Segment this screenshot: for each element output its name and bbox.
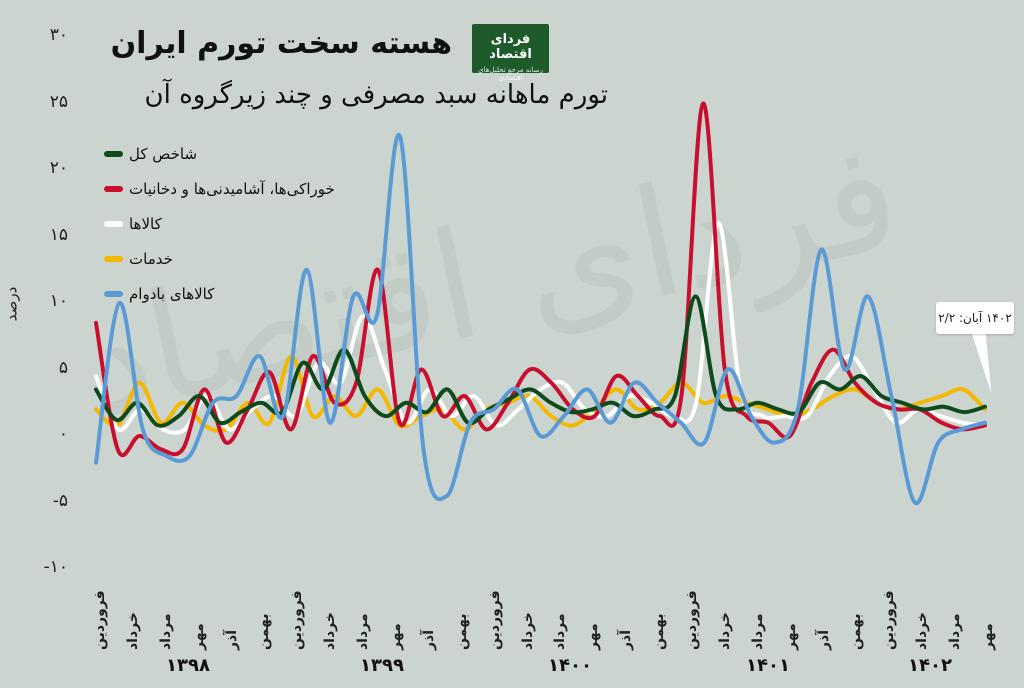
x-tick-label: خرداد — [519, 612, 536, 650]
x-tick-label: مهر — [782, 623, 799, 650]
legend-item: کالاها — [104, 206, 335, 241]
chart-title: هسته سخت تورم ایران — [110, 26, 452, 61]
legend-item: شاخص کل — [104, 136, 335, 171]
y-tick-label: ۵ — [58, 357, 68, 378]
series-line-4 — [94, 132, 987, 506]
y-tick-label: ۱۵ — [49, 224, 68, 245]
x-tick-label: آذر — [618, 629, 635, 650]
x-tick-label: خرداد — [322, 612, 339, 650]
x-tick-label: خرداد — [914, 612, 931, 650]
x-tick-label: مهر — [980, 623, 996, 650]
y-tick-label: -۱۰ — [43, 557, 68, 577]
legend-swatch — [104, 220, 123, 227]
x-tick-label: مهر — [190, 623, 207, 650]
legend-label: خدمات — [129, 249, 173, 268]
x-tick-label: مرداد — [157, 613, 174, 650]
legend-swatch — [104, 255, 123, 262]
x-tick-label: بهمن — [848, 613, 865, 650]
year-label: ۱۴۰۰ — [548, 655, 592, 676]
callout-label: ۱۴۰۲ آبان: ۲/۲ — [936, 302, 1014, 334]
x-tick-label: مرداد — [355, 613, 372, 650]
x-tick-label: مرداد — [749, 613, 766, 650]
year-label: ۱۳۹۹ — [360, 655, 404, 676]
x-tick-label: بهمن — [256, 613, 273, 650]
x-tick-label: فروردین — [486, 590, 503, 650]
y-tick-label: ۳۰ — [49, 25, 68, 45]
x-tick-label: بهمن — [651, 613, 668, 650]
y-tick-label: ۲۵ — [49, 91, 68, 112]
brand-logo: فردای اقتصاد رسانه مرجع تحلیل‌های اقتصاد… — [472, 24, 549, 82]
legend-label: شاخص کل — [129, 144, 198, 163]
legend-label: کالاهای بادوام — [129, 284, 215, 303]
year-label: ۱۴۰۱ — [746, 655, 790, 676]
legend-item: کالاهای بادوام — [104, 276, 335, 311]
x-tick-label: مرداد — [947, 613, 964, 650]
legend-label: خوراکی‌ها، آشامیدنی‌ها و دخانیات — [129, 179, 335, 198]
y-axis-title: درصد — [2, 286, 21, 322]
year-label: ۱۳۹۸ — [166, 655, 210, 676]
x-tick-label: آذر — [815, 629, 832, 650]
x-tick-label: فروردین — [881, 590, 898, 650]
x-tick-label: فروردین — [289, 590, 306, 650]
legend-swatch — [104, 150, 123, 157]
x-tick-label: مهر — [388, 623, 404, 650]
x-tick-label: مرداد — [552, 613, 569, 650]
series-line-3 — [94, 354, 987, 433]
legend: شاخص کل خوراکی‌ها، آشامیدنی‌ها و دخانیات ک… — [104, 136, 335, 311]
x-tick-label: بهمن — [453, 613, 470, 650]
x-tick-label: فروردین — [684, 590, 700, 650]
y-tick-label: -۵ — [52, 490, 68, 511]
legend-swatch — [104, 185, 123, 192]
x-tick-label: آذر — [223, 629, 240, 650]
x-tick-label: خرداد — [716, 612, 733, 650]
legend-item: خوراکی‌ها، آشامیدنی‌ها و دخانیات — [104, 171, 335, 206]
x-tick-label: خرداد — [124, 612, 141, 650]
chart-subtitle: تورم ماهانه سبد مصرفی و چند زیرگروه آن — [144, 80, 608, 110]
x-tick-label: آذر — [420, 629, 437, 650]
year-label: ۱۴۰۲ — [908, 655, 952, 676]
legend-swatch — [104, 290, 123, 297]
legend-label: کالاها — [129, 214, 162, 233]
x-tick-label: فروردین — [92, 590, 108, 650]
series-line-0 — [94, 294, 987, 428]
y-tick-label: ۱۰ — [49, 291, 68, 311]
y-tick-label: ۲۰ — [49, 158, 68, 178]
y-tick-label: ۰ — [58, 424, 68, 444]
legend-item: خدمات — [104, 241, 335, 276]
x-tick-label: مهر — [585, 623, 602, 650]
